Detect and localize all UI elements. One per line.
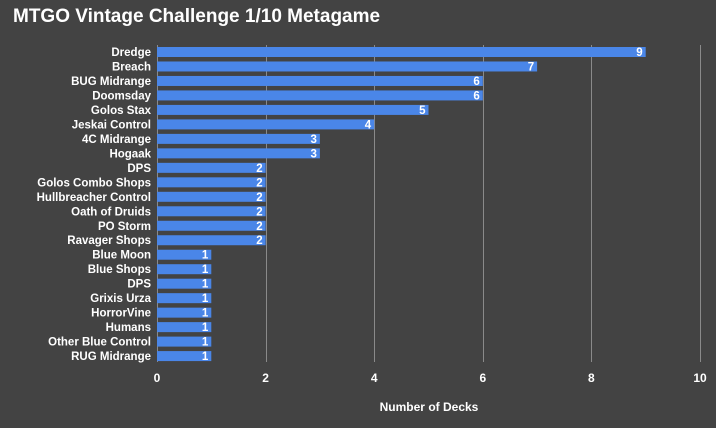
x-tick-label-4: 8 — [588, 371, 595, 385]
bar-value-label-11: 2 — [256, 206, 262, 218]
category-label-6: 4C Midrange — [82, 134, 151, 146]
category-label-17: Grixis Urza — [90, 293, 151, 305]
category-label-13: Ravager Shops — [67, 235, 151, 247]
category-label-3: Doomsday — [92, 90, 151, 102]
bars: 9 7 6 6 5 4 3 3 2 2 2 2 2 2 1 1 1 1 1 1 1 1 — [157, 47, 646, 363]
category-label-11: Oath of Druids — [71, 206, 151, 218]
category-label-5: Jeskai Control — [72, 119, 151, 131]
bar-11 — [157, 206, 266, 217]
bar-value-label-10: 2 — [256, 192, 262, 204]
bar-value-label-13: 2 — [256, 235, 262, 247]
category-label-4: Golos Stax — [91, 105, 152, 117]
x-tick-label-1: 2 — [262, 371, 269, 385]
bar-19 — [157, 322, 212, 333]
bar-value-label-16: 1 — [202, 279, 209, 291]
bar-0 — [157, 47, 646, 57]
x-tick-label-2: 4 — [371, 371, 378, 385]
bar-value-label-20: 1 — [202, 337, 209, 349]
bar-12 — [157, 220, 266, 231]
bar-value-label-2: 6 — [473, 76, 479, 88]
bar-value-label-21: 1 — [202, 351, 209, 363]
category-label-1: Breach — [112, 61, 151, 73]
bar-16 — [157, 278, 212, 289]
category-label-2: BUG Midrange — [71, 76, 151, 88]
x-tick-labels: 0 2 4 6 8 10 — [154, 371, 707, 385]
category-label-16: DPS — [127, 279, 151, 291]
bar-2 — [157, 75, 483, 86]
category-label-18: HorrorVine — [91, 308, 151, 320]
bar-value-label-9: 2 — [256, 177, 262, 189]
bar-value-label-0: 9 — [636, 47, 642, 59]
x-tick-label-0: 0 — [154, 371, 161, 385]
chart-title: MTGO Vintage Challenge 1/10 Metagame — [13, 6, 381, 27]
bar-value-label-7: 3 — [310, 148, 316, 160]
x-tick-label-3: 6 — [479, 371, 486, 385]
category-label-7: Hogaak — [109, 148, 151, 160]
bar-value-label-14: 1 — [202, 250, 209, 262]
category-label-10: Hullbreacher Control — [37, 192, 151, 204]
bar-21 — [157, 351, 212, 362]
category-label-8: DPS — [127, 163, 151, 175]
bar-8 — [157, 162, 266, 173]
bar-18 — [157, 307, 212, 318]
bar-value-label-15: 1 — [202, 264, 209, 276]
bar-value-label-5: 4 — [365, 119, 372, 131]
category-labels: Dredge Breach BUG Midrange Doomsday Golos St… — [37, 47, 152, 363]
bar-value-label-17: 1 — [202, 293, 209, 305]
bar-value-label-19: 1 — [202, 322, 209, 334]
bar-value-label-1: 7 — [528, 61, 534, 73]
category-label-0: Dredge — [111, 47, 151, 59]
bar-7 — [157, 148, 320, 159]
bar-4 — [157, 104, 429, 115]
bar-value-label-6: 3 — [310, 134, 316, 146]
x-axis-title: Number of Decks — [380, 400, 479, 414]
bar-value-label-8: 2 — [256, 163, 262, 175]
category-label-14: Blue Moon — [92, 250, 151, 262]
bar-5 — [157, 119, 375, 130]
bar-value-label-18: 1 — [202, 308, 209, 320]
bar-6 — [157, 133, 320, 144]
bar-value-label-3: 6 — [473, 90, 479, 102]
category-label-20: Other Blue Control — [48, 337, 151, 349]
bar-1 — [157, 61, 538, 72]
bar-9 — [157, 177, 266, 188]
bar-13 — [157, 235, 266, 246]
bar-value-label-12: 2 — [256, 221, 262, 233]
category-label-15: Blue Shops — [88, 264, 151, 276]
category-label-19: Humans — [106, 322, 151, 334]
bar-value-label-4: 5 — [419, 105, 426, 117]
bar-10 — [157, 191, 266, 202]
x-tick-label-5: 10 — [693, 371, 707, 385]
bar-20 — [157, 336, 212, 347]
bar-3 — [157, 90, 483, 101]
bar-17 — [157, 293, 212, 304]
category-label-21: RUG Midrange — [71, 351, 151, 363]
bar-15 — [157, 264, 212, 275]
category-label-12: PO Storm — [98, 221, 151, 233]
category-label-9: Golos Combo Shops — [37, 177, 151, 189]
bar-14 — [157, 249, 212, 260]
